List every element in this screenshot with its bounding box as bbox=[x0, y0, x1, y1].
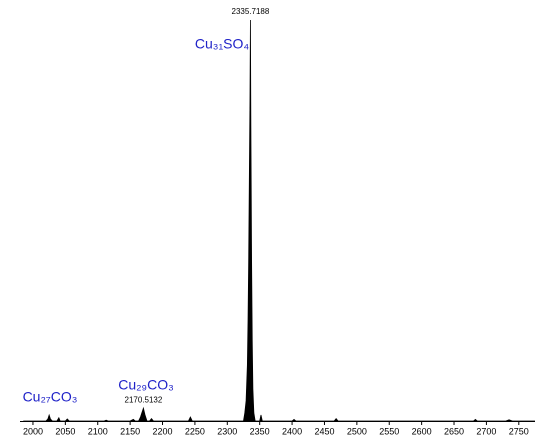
x-tick-label: 2150 bbox=[120, 426, 140, 436]
x-tick-label: 2050 bbox=[55, 426, 75, 436]
formula-annotation: Cu₃₁SO₄ bbox=[195, 36, 250, 52]
x-tick-label: 2300 bbox=[217, 426, 237, 436]
x-tick-label: 2650 bbox=[444, 426, 464, 436]
spectrum-trace bbox=[23, 19, 535, 422]
formula-annotation: Cu₂₇CO₃ bbox=[23, 389, 78, 405]
x-tick-label: 2250 bbox=[185, 426, 205, 436]
x-tick-label: 2200 bbox=[153, 426, 173, 436]
x-tick-label: 2550 bbox=[379, 426, 399, 436]
x-tick-label: 2450 bbox=[314, 426, 334, 436]
x-tick-label: 2700 bbox=[476, 426, 496, 436]
x-tick-label: 2100 bbox=[88, 426, 108, 436]
peak-label: 2335.7188 bbox=[232, 7, 270, 16]
x-tick-label: 2600 bbox=[412, 426, 432, 436]
peak-label: 2170.5132 bbox=[125, 395, 163, 404]
x-tick-label: 2000 bbox=[23, 426, 43, 436]
x-tick-label: 2500 bbox=[347, 426, 367, 436]
formula-annotation: Cu₂₉CO₃ bbox=[118, 377, 174, 393]
x-tick-label: 2350 bbox=[250, 426, 270, 436]
x-tick-label: 2750 bbox=[509, 426, 529, 436]
x-tick-label: 2400 bbox=[282, 426, 302, 436]
